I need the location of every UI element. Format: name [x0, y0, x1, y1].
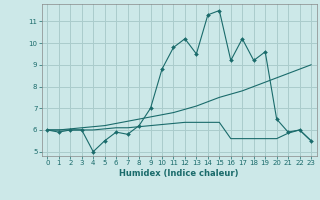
X-axis label: Humidex (Indice chaleur): Humidex (Indice chaleur) [119, 169, 239, 178]
